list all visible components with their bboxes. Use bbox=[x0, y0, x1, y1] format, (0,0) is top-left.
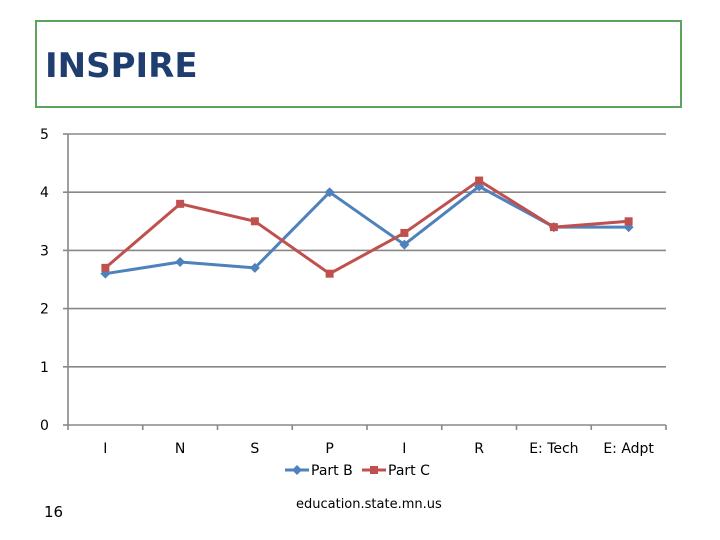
x-tick-label: P bbox=[325, 441, 333, 457]
data-point-part-c bbox=[101, 263, 110, 272]
data-point-part-c bbox=[176, 199, 185, 208]
data-point-part-c bbox=[250, 217, 259, 226]
legend-marker-part-c bbox=[370, 466, 378, 474]
legend-marker-part-b bbox=[292, 465, 302, 475]
x-tick-label: I bbox=[103, 441, 107, 457]
y-tick-label: 4 bbox=[40, 185, 49, 201]
data-point-part-c bbox=[624, 217, 633, 226]
slide-title: INSPIRE bbox=[45, 46, 198, 86]
x-tick-label: S bbox=[250, 441, 259, 457]
x-tick-label: I bbox=[402, 441, 406, 457]
y-tick-label: 1 bbox=[40, 360, 49, 376]
legend-label-part-c: Part C bbox=[388, 463, 430, 479]
y-tick-label: 5 bbox=[40, 127, 49, 143]
x-tick-label: E: Tech bbox=[529, 441, 578, 457]
title-box: INSPIRE bbox=[35, 20, 682, 108]
series-line-part-c bbox=[104, 179, 629, 276]
x-tick-label: E: Adpt bbox=[603, 441, 654, 457]
legend-label-part-b: Part B bbox=[311, 463, 353, 479]
x-tick-label: R bbox=[474, 441, 484, 457]
data-point-part-c bbox=[325, 269, 334, 278]
slide-number: 16 bbox=[44, 503, 64, 521]
y-tick-label: 0 bbox=[40, 418, 49, 434]
data-point-part-c bbox=[400, 228, 409, 237]
data-point-part-c bbox=[549, 223, 558, 232]
y-tick-label: 3 bbox=[40, 243, 49, 259]
data-point-part-b bbox=[249, 262, 260, 273]
data-point-part-c bbox=[475, 176, 484, 185]
data-point-part-b bbox=[324, 187, 335, 198]
data-point-part-b bbox=[399, 239, 410, 250]
footer-url: education.state.mn.us bbox=[296, 497, 442, 512]
data-point-part-b bbox=[175, 257, 186, 268]
y-tick-label: 2 bbox=[40, 302, 49, 318]
x-tick-label: N bbox=[175, 441, 185, 457]
